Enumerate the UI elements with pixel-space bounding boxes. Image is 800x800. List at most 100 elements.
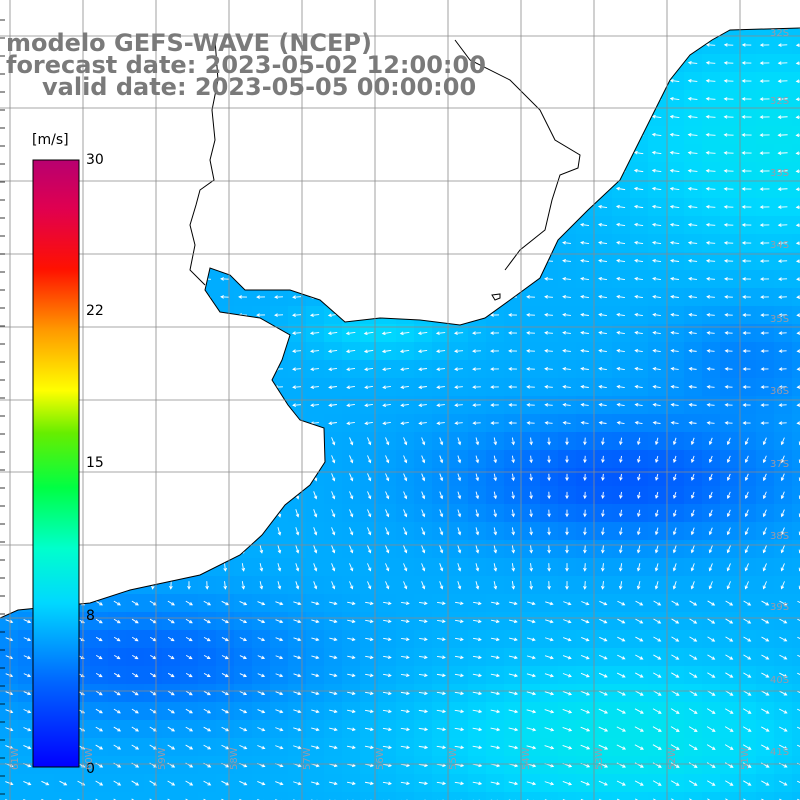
- wind-cell: [792, 468, 800, 487]
- wind-cell: [792, 792, 800, 800]
- wind-cell: [792, 756, 800, 775]
- wind-cell: [792, 684, 800, 703]
- lon-label: 52W: [667, 747, 678, 770]
- wind-cell: [792, 720, 800, 739]
- wind-cell: [162, 792, 181, 800]
- wind-cell: [756, 28, 775, 37]
- wind-cell: [792, 432, 800, 451]
- wind-cell: [792, 612, 800, 631]
- wind-cell: [126, 792, 145, 800]
- wind-cell: [792, 234, 800, 253]
- wind-cell: [396, 792, 415, 800]
- wind-cell: [792, 324, 800, 343]
- wind-cell: [792, 306, 800, 325]
- lon-label: 59W: [157, 747, 168, 770]
- wind-cell: [630, 792, 649, 800]
- wind-cell: [108, 792, 127, 800]
- lon-label: 56W: [375, 747, 386, 770]
- wind-cell: [378, 792, 397, 800]
- lat-label: 35S: [770, 314, 790, 325]
- wind-cell: [558, 792, 577, 800]
- wind-cell: [792, 36, 800, 55]
- wind-cell: [648, 792, 667, 800]
- wind-cell: [720, 28, 739, 37]
- wind-cell: [18, 792, 37, 800]
- wind-cell: [720, 792, 739, 800]
- wind-cell: [792, 486, 800, 505]
- lat-label: 41S: [770, 747, 790, 758]
- wind-cell: [504, 792, 523, 800]
- lat-label: 34S: [770, 240, 790, 251]
- wind-cell: [234, 792, 253, 800]
- wind-cell: [738, 792, 757, 800]
- lat-label: 33S: [770, 168, 790, 179]
- wind-cell: [486, 792, 505, 800]
- wind-cell: [792, 288, 800, 307]
- wind-cell: [792, 648, 800, 667]
- wind-cell: [792, 504, 800, 523]
- lat-label: 39S: [770, 602, 790, 613]
- wind-cell: [774, 792, 793, 800]
- wind-cell: [792, 738, 800, 757]
- colorbar-unit: [m/s]: [32, 132, 69, 148]
- wind-cell: [792, 342, 800, 361]
- wind-cell: [252, 792, 271, 800]
- wind-cell: [36, 792, 55, 800]
- wind-cell: [594, 792, 613, 800]
- wind-cell: [144, 792, 163, 800]
- colorbar: [32, 159, 80, 768]
- lat-label: 36S: [770, 386, 790, 397]
- wind-cell: [306, 792, 325, 800]
- wind-cell: [792, 558, 800, 577]
- wind-cell: [792, 378, 800, 397]
- wind-cell: [576, 792, 595, 800]
- wind-cell: [792, 666, 800, 685]
- colorbar-tick: 8: [86, 608, 95, 624]
- wind-cell: [792, 594, 800, 613]
- colorbar-tick: 22: [86, 303, 104, 319]
- wind-cell: [792, 702, 800, 721]
- wind-cell: [216, 792, 235, 800]
- colorbar-tick: 15: [86, 455, 104, 471]
- wind-cell: [756, 792, 775, 800]
- wind-cell: [360, 792, 379, 800]
- wind-cell: [450, 792, 469, 800]
- wind-cell: [522, 792, 541, 800]
- wind-cell: [792, 54, 800, 73]
- lon-label: 51W: [740, 747, 751, 770]
- lat-label: 40S: [770, 675, 790, 686]
- wind-cell: [792, 396, 800, 415]
- wind-cell: [0, 792, 19, 800]
- colorbar-tick: 30: [86, 152, 104, 168]
- wind-cell: [792, 414, 800, 433]
- wind-cell: [414, 792, 433, 800]
- wind-cell: [792, 630, 800, 649]
- wind-cell: [792, 28, 800, 37]
- wind-cell: [468, 792, 487, 800]
- lon-label: 57W: [302, 747, 313, 770]
- lon-label: 60W: [84, 747, 95, 770]
- lon-label: 54W: [521, 747, 532, 770]
- wind-cell: [792, 540, 800, 559]
- wind-cell: [666, 792, 685, 800]
- wind-cell: [792, 252, 800, 271]
- lat-label: 38S: [770, 531, 790, 542]
- wind-cell: [792, 522, 800, 541]
- lat-label: 32S: [770, 28, 790, 39]
- wind-cell: [792, 270, 800, 289]
- wind-cell: [792, 450, 800, 469]
- wind-cell: [54, 792, 73, 800]
- lon-label: 61W: [10, 747, 21, 770]
- wind-cell: [702, 792, 721, 800]
- lon-label: 58W: [229, 747, 240, 770]
- wind-cell: [342, 792, 361, 800]
- wind-cell: [738, 28, 757, 37]
- title-valid-date: valid date: 2023-05-05 00:00:00: [42, 73, 477, 101]
- wind-cell: [792, 360, 800, 379]
- lon-label: 55W: [448, 747, 459, 770]
- wind-cell: [792, 576, 800, 595]
- wind-cell: [72, 792, 91, 800]
- wind-cell: [774, 28, 793, 37]
- wind-cell: [612, 792, 631, 800]
